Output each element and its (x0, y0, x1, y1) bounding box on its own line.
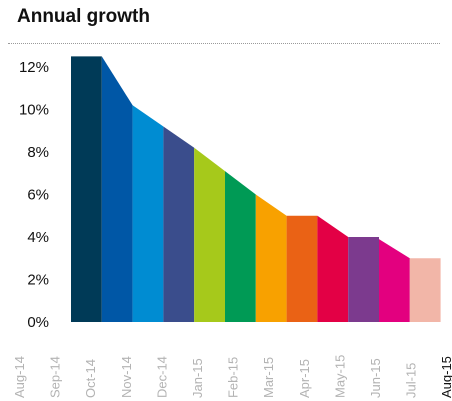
area-segment (194, 147, 225, 322)
y-tick-label: 6% (27, 187, 49, 204)
area-segment (101, 56, 133, 322)
area-segment (255, 194, 287, 322)
area-segment (286, 215, 318, 322)
title-divider (8, 43, 440, 44)
x-tick-label: Dec-14 (154, 356, 169, 398)
area-segment (163, 126, 195, 322)
chart-title: Annual growth (17, 6, 150, 27)
y-tick-label: 0% (27, 314, 49, 331)
x-tick-label: Apr-15 (297, 359, 312, 398)
y-axis-ticks: 0% 2% 4% 6% 8% 10% 12% (19, 59, 49, 331)
area-segment (348, 237, 379, 322)
x-tick-label: Aug-14 (12, 356, 27, 398)
x-tick-label: Aug-15 (439, 356, 452, 398)
x-axis-ticks: Aug-14 Sep-14 Oct-14 Nov-14 Dec-14 Jan-15 Feb-… (12, 355, 452, 398)
y-tick-label: 2% (27, 272, 49, 289)
x-tick-label: Nov-14 (119, 356, 134, 398)
area-segment (225, 171, 256, 322)
area-segment (132, 105, 164, 322)
x-tick-label: Oct-14 (83, 359, 98, 398)
x-tick-label: Sep-14 (48, 356, 63, 398)
x-tick-label: Feb-15 (226, 357, 241, 398)
area-segment (409, 258, 441, 322)
x-tick-label: Jun-15 (368, 358, 383, 398)
area-segment (71, 56, 102, 322)
area-segment (317, 215, 349, 322)
x-tick-label: May-15 (332, 355, 347, 398)
y-tick-label: 10% (19, 102, 49, 119)
y-tick-label: 12% (19, 59, 49, 76)
y-tick-label: 4% (27, 229, 49, 246)
x-tick-label: Jan-15 (190, 358, 205, 398)
area-segments (71, 56, 441, 322)
x-tick-label: Mar-15 (261, 357, 276, 398)
area-segment (379, 239, 410, 322)
y-tick-label: 8% (27, 144, 49, 161)
x-tick-label: Jul-15 (404, 363, 419, 398)
